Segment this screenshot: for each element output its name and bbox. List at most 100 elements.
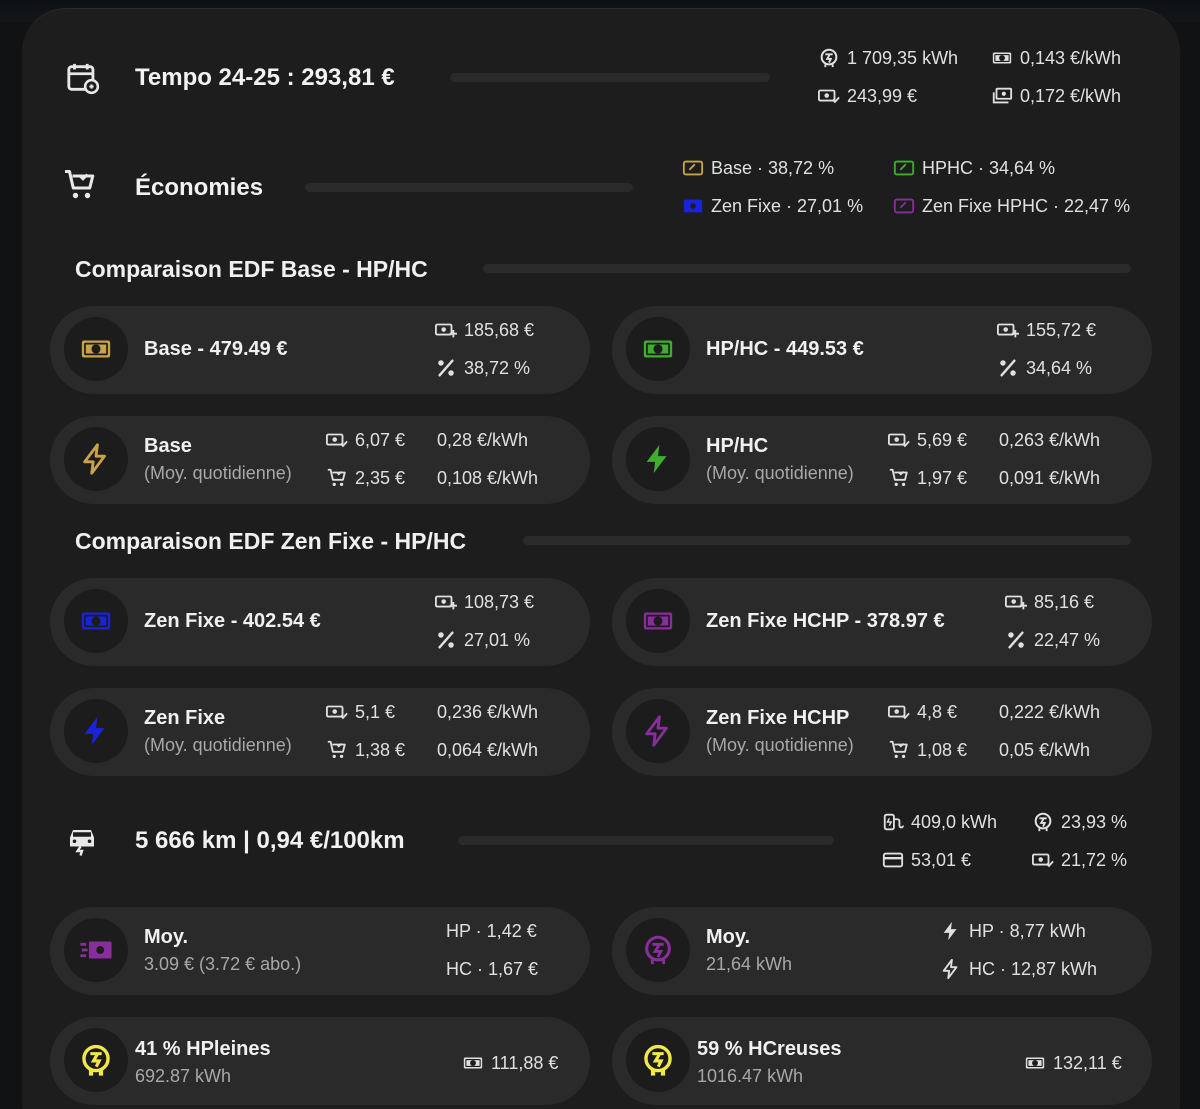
average-cost-card[interactable]: Moy. 3.09 € (3.72 € abo.) HP · 1,42 € HC…	[50, 907, 590, 995]
cart-check-icon	[888, 739, 910, 761]
base-daily-card[interactable]: Base (Moy. quotidienne) 6,07 € 0,28 €/kW…	[50, 416, 590, 504]
cart-check-icon	[62, 167, 98, 203]
section-zen-bar	[523, 536, 1131, 545]
cash-check-icon	[818, 85, 840, 107]
tempo-title: Tempo 24-25 : 293,81 €	[135, 64, 395, 91]
economies-bar	[305, 183, 633, 192]
economy-tag-zen-hphc: Zen Fixe HPHC · 22,47 %	[893, 195, 1130, 217]
cash-icon	[462, 1052, 484, 1074]
zen-hchp-daily-save-price: 0,05 €/kWh	[999, 740, 1091, 760]
tempo-price-kwh-abo: 0,172 €/kWh	[991, 85, 1121, 107]
cash-icon	[64, 317, 128, 381]
zen-hchp-total-card[interactable]: Zen Fixe HCHP - 378.97 € 85,16 € 22,47 %	[612, 578, 1152, 666]
hcreuses-cost: 132,11 €	[1024, 1052, 1122, 1074]
zen-hchp-daily-label: Zen Fixe HCHP	[706, 707, 850, 729]
flash-outline-icon	[940, 958, 962, 980]
hcreuses-label: 59 % HCreuses	[697, 1038, 842, 1060]
base-daily-save-price: 0,108 €/kWh	[437, 468, 539, 488]
cash-check-icon	[888, 429, 910, 451]
flash-icon	[940, 920, 962, 942]
car-energy: 409,0 kWh	[882, 811, 997, 833]
average-energy-hc: HC · 12,87 kWh	[940, 958, 1097, 980]
average-energy-card[interactable]: Moy. 21,64 kWh HP · 8,77 kWh HC · 12,87 …	[612, 907, 1152, 995]
zen-hchp-saving: 85,16 €	[1005, 591, 1094, 613]
cart-check-icon	[326, 467, 348, 489]
hphc-total-card[interactable]: HP/HC - 449.53 € 155,72 € 34,64 %	[612, 306, 1152, 394]
lightning-bolt-icon	[626, 427, 690, 491]
car-cost-share: 21,72 %	[1032, 849, 1127, 871]
average-energy-sub: 21,64 kWh	[706, 954, 793, 974]
average-cost-hp: HP · 1,42 €	[446, 921, 537, 941]
zen-fixe-daily-cost: 5,1 €	[326, 701, 395, 723]
tag-icon	[893, 195, 915, 217]
section-base-bar	[483, 264, 1131, 273]
cash-icon	[626, 317, 690, 381]
cash-icon	[626, 589, 690, 653]
hphc-saving: 155,72 €	[997, 319, 1096, 341]
base-total-card[interactable]: Base - 479.49 € 185,68 € 38,72 %	[50, 306, 590, 394]
zen-fixe-total-label: Zen Fixe - 402.54 €	[144, 610, 321, 632]
cash-multiple-icon	[991, 85, 1013, 107]
car-bar	[458, 836, 834, 845]
zen-fixe-total-card[interactable]: Zen Fixe - 402.54 € 108,73 € 27,01 %	[50, 578, 590, 666]
hpleines-label: 41 % HPleines	[135, 1038, 271, 1060]
lightning-bolt-icon	[64, 427, 128, 491]
average-energy-label: Moy.	[706, 926, 751, 948]
base-daily-cost: 6,07 €	[326, 429, 405, 451]
zen-hchp-daily-save: 1,08 €	[888, 739, 967, 761]
car-share: 23,93 %	[1032, 811, 1127, 833]
base-saving: 185,68 €	[435, 319, 534, 341]
hcreuses-card[interactable]: 59 % HCreuses 1016.47 kWh 132,11 €	[612, 1017, 1152, 1105]
tempo-price-kwh: 0,143 €/kWh	[991, 47, 1121, 69]
cart-check-icon	[326, 739, 348, 761]
section-base-title: Comparaison EDF Base - HP/HC	[75, 256, 428, 282]
cash-icon	[991, 47, 1013, 69]
car-electric-icon	[64, 821, 100, 857]
economy-tag-hphc: HPHC · 34,64 %	[893, 157, 1055, 179]
energy-dashboard-card: Tempo 24-25 : 293,81 € 1 709,35 kWh 0,14…	[22, 8, 1180, 1109]
zen-fixe-saving: 108,73 €	[435, 591, 534, 613]
cart-check-icon	[888, 467, 910, 489]
cash-plus-icon	[997, 319, 1019, 341]
cash-check-icon	[1032, 849, 1054, 871]
hphc-daily-card[interactable]: HP/HC (Moy. quotidienne) 5,69 € 0,263 €/…	[612, 416, 1152, 504]
hphc-total-label: HP/HC - 449.53 €	[706, 338, 864, 360]
zen-hchp-daily-cost: 4,8 €	[888, 701, 957, 723]
hpleines-cost: 111,88 €	[462, 1052, 558, 1074]
hphc-daily-sub: (Moy. quotidienne)	[706, 463, 854, 483]
cash-icon	[1024, 1052, 1046, 1074]
tag-icon	[893, 157, 915, 179]
cash-check-icon	[888, 701, 910, 723]
cash-icon	[64, 589, 128, 653]
tag-icon	[682, 157, 704, 179]
percent-icon	[997, 357, 1019, 379]
zen-fixe-daily-card[interactable]: Zen Fixe (Moy. quotidienne) 5,1 € 0,236 …	[50, 688, 590, 776]
cash-plus-icon	[1005, 591, 1027, 613]
tempo-bar	[450, 73, 770, 82]
ev-plug-icon	[882, 811, 904, 833]
tempo-cost: 243,99 €	[818, 85, 917, 107]
economy-tag-base: Base · 38,72 %	[682, 157, 834, 179]
economies-title: Économies	[135, 174, 264, 201]
hcreuses-sub: 1016.47 kWh	[697, 1066, 804, 1086]
credit-card-icon	[882, 849, 904, 871]
base-daily-price: 0,28 €/kWh	[437, 430, 529, 450]
car-cost: 53,01 €	[882, 849, 971, 871]
cash-fast-icon	[64, 918, 128, 982]
meter-icon	[1032, 811, 1054, 833]
base-percent: 38,72 %	[435, 357, 530, 379]
calendar-sync-icon	[66, 61, 100, 95]
zen-fixe-daily-save: 1,38 €	[326, 739, 405, 761]
zen-hchp-daily-card[interactable]: Zen Fixe HCHP (Moy. quotidienne) 4,8 € 0…	[612, 688, 1152, 776]
base-daily-save: 2,35 €	[326, 467, 405, 489]
section-zen-title: Comparaison EDF Zen Fixe - HP/HC	[75, 528, 467, 554]
hpleines-card[interactable]: 41 % HPleines 692.87 kWh 111,88 €	[50, 1017, 590, 1105]
zen-fixe-daily-price: 0,236 €/kWh	[437, 702, 539, 722]
hphc-percent: 34,64 %	[997, 357, 1092, 379]
percent-icon	[435, 629, 457, 651]
meter-icon	[64, 1028, 128, 1092]
cash-check-icon	[326, 429, 348, 451]
percent-icon	[435, 357, 457, 379]
zen-fixe-daily-sub: (Moy. quotidienne)	[144, 735, 292, 755]
hphc-daily-label: HP/HC	[706, 435, 769, 457]
